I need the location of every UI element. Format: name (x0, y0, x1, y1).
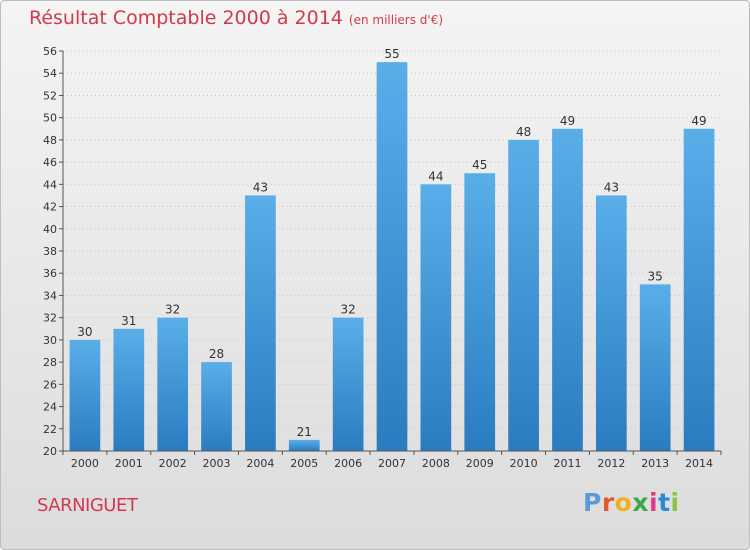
bar (113, 328, 145, 451)
bar-value-label: 32 (165, 303, 180, 317)
bar (288, 439, 320, 451)
y-tick-label: 38 (43, 245, 57, 258)
x-tick-label: 2003 (203, 457, 231, 470)
bar (245, 195, 276, 451)
y-tick-label: 52 (43, 89, 57, 102)
bar (639, 284, 671, 451)
y-tick-label: 20 (43, 445, 57, 458)
x-tick-label: 2009 (466, 457, 494, 470)
x-tick-label: 2002 (159, 457, 187, 470)
bar (69, 339, 101, 451)
x-tick-label: 2013 (641, 457, 669, 470)
logo-letter: i (649, 488, 659, 517)
bar-value-label: 49 (691, 114, 706, 128)
bar-value-label: 21 (297, 425, 312, 439)
logo-letter: P (583, 488, 602, 517)
bar (508, 139, 539, 451)
y-tick-label: 34 (43, 289, 57, 302)
y-tick-label: 28 (43, 356, 57, 369)
y-tick-label: 26 (43, 378, 57, 391)
title-text: Résultat Comptable 2000 à 2014 (29, 7, 343, 29)
bar (420, 184, 452, 452)
logo-letter: r (601, 488, 615, 517)
bars: 30 31 32 28 43 21 32 55 44 45 48 49 43 35 49 (69, 47, 715, 452)
x-tick-label: 2011 (553, 457, 581, 470)
y-tick-label: 42 (43, 201, 57, 214)
bar (552, 128, 583, 451)
bar (464, 173, 496, 451)
logo-letter: i (670, 488, 680, 517)
y-tick-label: 22 (43, 423, 57, 436)
x-tick-label: 2012 (597, 457, 625, 470)
place-name: SARNIGUET (37, 495, 138, 516)
y-tick-label: 40 (43, 223, 57, 236)
bar (201, 362, 232, 451)
bar (157, 317, 189, 451)
x-tick-label: 2008 (422, 457, 450, 470)
x-tick-label: 2014 (685, 457, 713, 470)
y-axis: 20 22 24 26 28 30 32 34 36 38 40 42 44 46 48 50 52 54 56 (43, 45, 63, 458)
y-tick-label: 30 (43, 334, 57, 347)
logo-letter: o (614, 488, 633, 517)
bar-value-label: 43 (604, 180, 619, 194)
x-tick-label: 2005 (290, 457, 318, 470)
y-tick-label: 46 (43, 156, 57, 169)
bar (376, 62, 408, 451)
y-tick-label: 24 (43, 401, 57, 414)
y-tick-label: 44 (43, 178, 57, 191)
x-axis: 2000 2001 2002 2003 2004 2005 2006 2007 2008 2009… (62, 451, 722, 470)
bar-value-label: 55 (384, 47, 399, 61)
bar-value-label: 32 (340, 303, 355, 317)
bar (332, 317, 364, 451)
x-tick-label: 2007 (378, 457, 406, 470)
chart-title: Résultat Comptable 2000 à 2014 (en millie… (29, 7, 443, 29)
y-tick-label: 50 (43, 112, 57, 125)
bar (683, 128, 715, 451)
bar-value-label: 31 (121, 314, 136, 328)
y-tick-label: 54 (43, 67, 57, 80)
x-tick-label: 2004 (246, 457, 274, 470)
x-tick-label: 2000 (71, 457, 99, 470)
logo-letter: t (658, 488, 671, 517)
y-tick-label: 48 (43, 134, 57, 147)
x-tick-label: 2001 (115, 457, 143, 470)
chart-subtitle: (en milliers d'€) (348, 13, 444, 27)
bar (595, 195, 627, 451)
bar-value-label: 49 (560, 114, 575, 128)
bar-value-label: 43 (253, 180, 268, 194)
bar-value-label: 28 (209, 347, 224, 361)
bar-value-label: 30 (77, 325, 92, 339)
y-tick-label: 32 (43, 312, 57, 325)
y-tick-label: 36 (43, 267, 57, 280)
bar-value-label: 45 (472, 158, 487, 172)
proxiti-logo: Proxiti (583, 488, 680, 517)
bar-value-label: 48 (516, 125, 531, 139)
bar-value-label: 44 (428, 169, 443, 183)
y-tick-label: 56 (43, 45, 57, 58)
logo-letter: x (632, 488, 649, 517)
axis-lines (62, 51, 721, 452)
x-tick-label: 2006 (334, 457, 362, 470)
bar-value-label: 35 (648, 269, 663, 283)
x-tick-label: 2010 (510, 457, 538, 470)
